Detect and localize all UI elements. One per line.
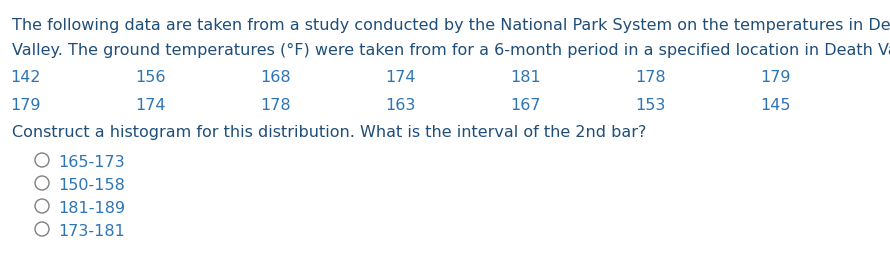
Text: 167: 167: [510, 98, 540, 113]
Text: 178: 178: [635, 70, 666, 85]
Text: 168: 168: [260, 70, 291, 85]
Text: 174: 174: [385, 70, 416, 85]
Text: 173-181: 173-181: [58, 224, 125, 239]
Text: 181: 181: [510, 70, 541, 85]
Text: 142: 142: [10, 70, 41, 85]
Text: 145: 145: [760, 98, 790, 113]
Text: 174: 174: [135, 98, 166, 113]
Text: Construct a histogram for this distribution. What is the interval of the 2nd bar: Construct a histogram for this distribut…: [12, 125, 646, 140]
Text: 163: 163: [385, 98, 416, 113]
Text: 156: 156: [135, 70, 166, 85]
Text: Valley. The ground temperatures (°F) were taken from for a 6-month period in a s: Valley. The ground temperatures (°F) wer…: [12, 43, 890, 58]
Text: 178: 178: [260, 98, 291, 113]
Text: 179: 179: [760, 70, 790, 85]
Text: 153: 153: [635, 98, 666, 113]
Text: 179: 179: [10, 98, 41, 113]
Text: 181-189: 181-189: [58, 201, 125, 216]
Text: 150-158: 150-158: [58, 178, 125, 193]
Text: 165-173: 165-173: [58, 155, 125, 170]
Text: The following data are taken from a study conducted by the National Park System : The following data are taken from a stud…: [12, 18, 890, 33]
